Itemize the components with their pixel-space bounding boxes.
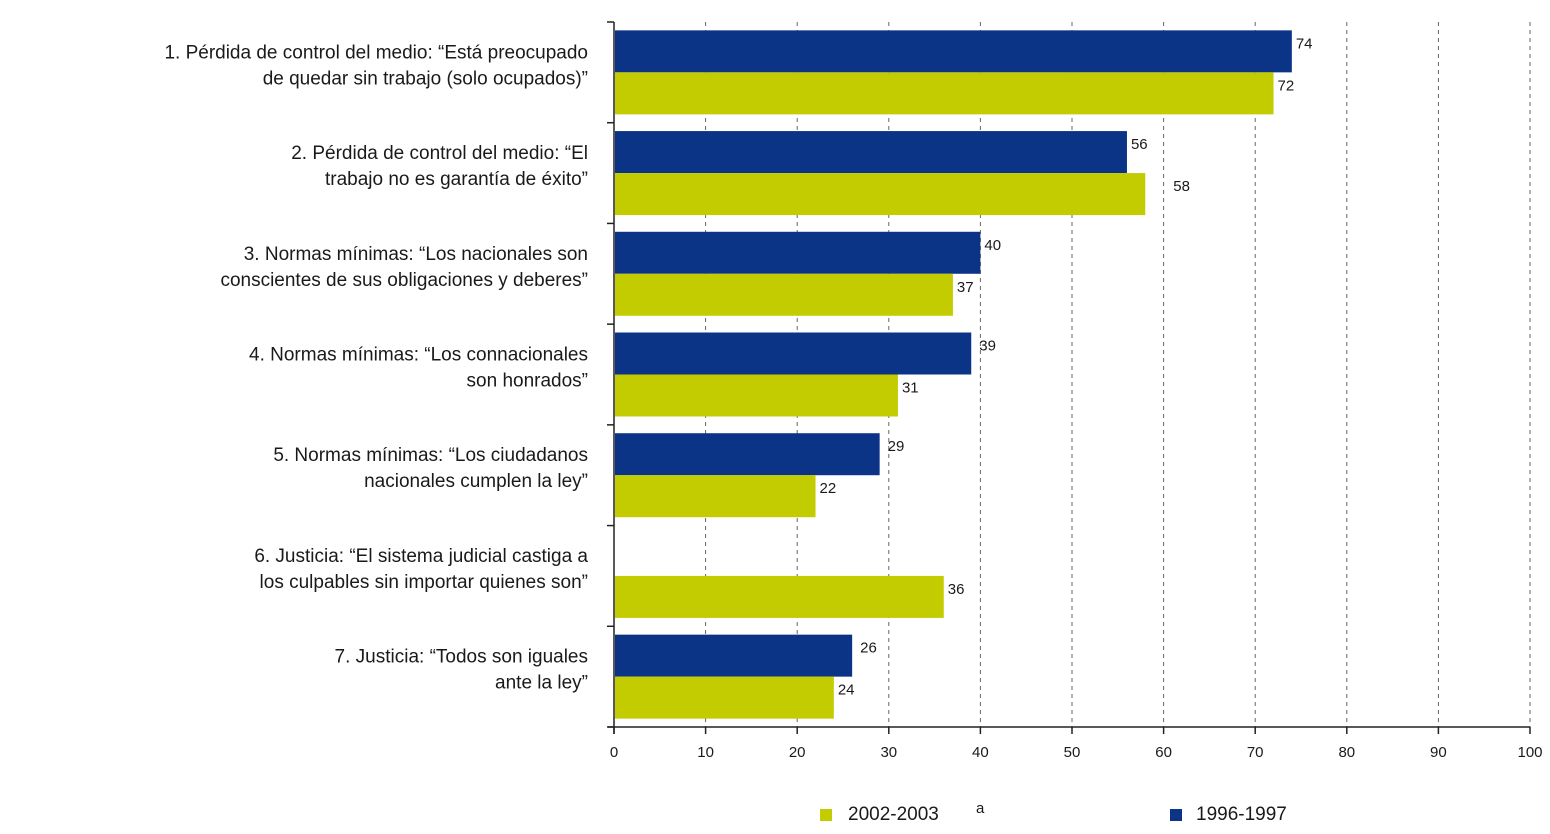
x-tick-label: 40 — [972, 744, 989, 761]
bar-2002-2003 — [615, 273, 953, 316]
bar-2002-2003 — [615, 173, 1146, 216]
category-label: 4. Normas mínimas: “Los connacionales — [249, 345, 588, 366]
legend-superscript: a — [976, 800, 985, 817]
category-label: 3. Normas mínimas: “Los nacionales son — [244, 244, 588, 265]
category-label: son honrados” — [467, 371, 588, 392]
category-label: 7. Justicia: “Todos son iguales — [335, 647, 588, 668]
data-label: 29 — [888, 438, 905, 455]
category-label: los culpables sin importar quienes son” — [260, 572, 588, 593]
category-label: trabajo no es garantía de éxito” — [325, 169, 588, 190]
data-label: 24 — [838, 682, 855, 699]
bar-1996-1997 — [615, 231, 981, 274]
bar-1996-1997 — [615, 332, 972, 375]
data-label: 40 — [984, 237, 1001, 254]
bar-2002-2003 — [615, 676, 834, 719]
data-label: 26 — [860, 640, 877, 657]
data-label: 74 — [1296, 35, 1313, 52]
x-tick-label: 80 — [1338, 744, 1355, 761]
data-label: 31 — [902, 380, 919, 397]
legend-swatch-1996-1997 — [1170, 809, 1182, 821]
data-label: 58 — [1173, 178, 1190, 195]
bar-2002-2003 — [615, 575, 944, 618]
category-label: 1. Pérdida de control del medio: “Está p… — [164, 42, 588, 63]
category-label: conscientes de sus obligaciones y debere… — [220, 270, 588, 291]
bar-1996-1997 — [615, 131, 1127, 174]
bar-1996-1997 — [615, 634, 853, 677]
x-tick-label: 60 — [1155, 744, 1172, 761]
data-label: 37 — [957, 279, 974, 296]
data-label: 72 — [1278, 77, 1295, 94]
legend-label: 2002-2003 — [848, 804, 939, 825]
x-tick-label: 20 — [789, 744, 806, 761]
category-label: de quedar sin trabajo (solo ocupados)” — [263, 68, 588, 89]
bar-1996-1997 — [615, 30, 1292, 73]
legend-swatch-2002-2003 — [820, 809, 832, 821]
data-label: 56 — [1131, 136, 1148, 153]
x-tick-label: 90 — [1430, 744, 1447, 761]
legend-label: 1996-1997 — [1196, 804, 1287, 825]
data-label: 22 — [820, 480, 837, 497]
category-label: ante la ley” — [495, 673, 588, 694]
category-label: 5. Normas mínimas: “Los ciudadanos — [273, 445, 588, 466]
category-label: 6. Justicia: “El sistema judicial castig… — [254, 546, 588, 567]
category-label: 2. Pérdida de control del medio: “El — [291, 143, 588, 164]
x-tick-label: 70 — [1247, 744, 1264, 761]
data-label: 39 — [979, 338, 996, 355]
bar-2002-2003 — [615, 475, 816, 518]
data-label: 36 — [948, 581, 965, 598]
x-tick-label: 10 — [697, 744, 714, 761]
x-tick-label: 100 — [1517, 744, 1542, 761]
bar-2002-2003 — [615, 72, 1274, 115]
category-label: nacionales cumplen la ley” — [364, 471, 588, 492]
x-tick-label: 30 — [880, 744, 897, 761]
bar-1996-1997 — [615, 433, 880, 476]
bar-2002-2003 — [615, 374, 898, 417]
x-tick-label: 50 — [1064, 744, 1081, 761]
x-tick-label: 0 — [610, 744, 618, 761]
